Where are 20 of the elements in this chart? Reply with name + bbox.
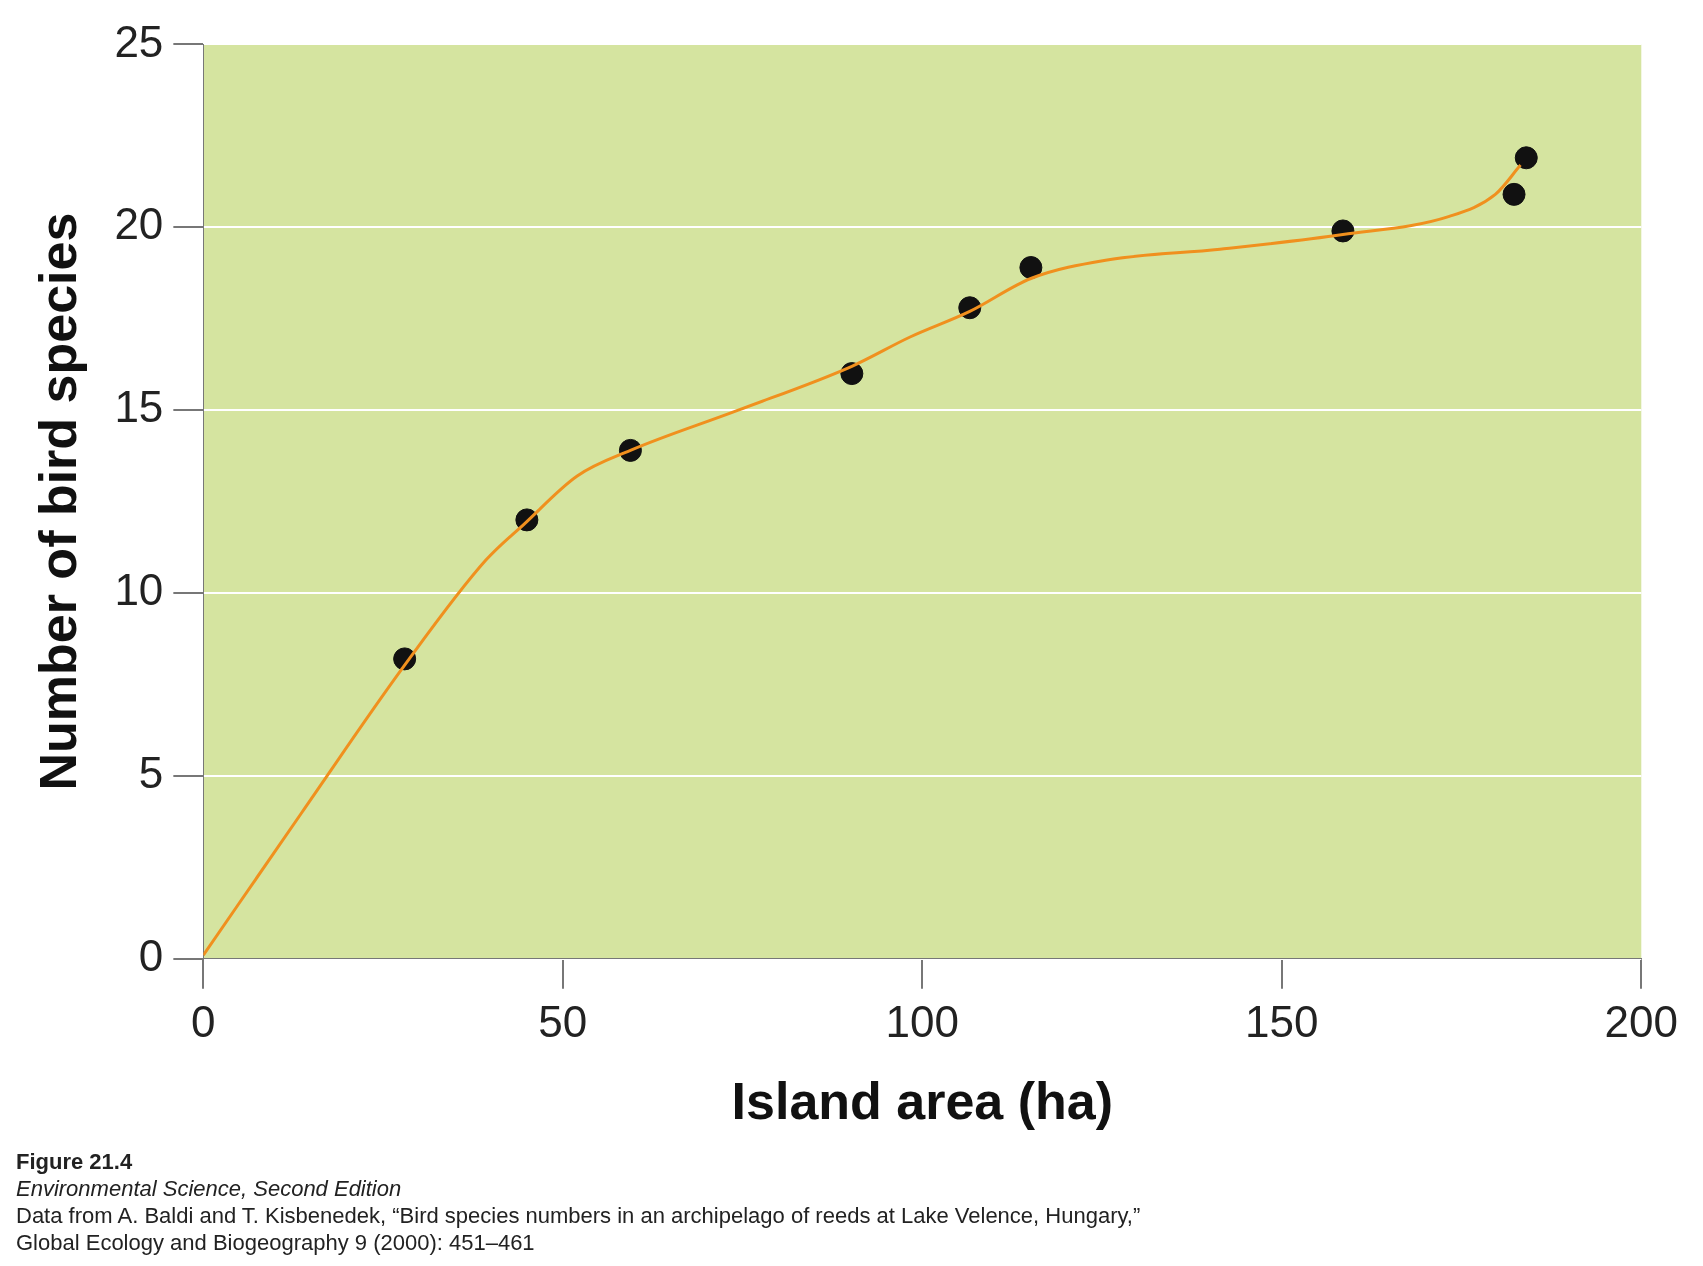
x-tick-label: 50: [538, 997, 588, 1047]
x-tick-label: 200: [1604, 997, 1678, 1047]
y-tick-label: 15: [114, 382, 164, 432]
y-axis-title: Number of bird species: [28, 212, 87, 791]
x-tick-label: 150: [1245, 997, 1319, 1047]
y-tick-label: 25: [114, 16, 164, 66]
caption: Figure 21.4: [16, 1148, 134, 1175]
y-tick-label: 10: [114, 565, 164, 615]
text: Environmental Science, Second Edition: [16, 1175, 403, 1202]
x-tick-label: 100: [885, 997, 960, 1047]
point: [1514, 146, 1538, 170]
y-tick-label: 20: [114, 199, 164, 249]
text: Data from A. Baldi and T. Kisbenedek, “Bird species numbers in an archipelago of reeds at Lake Velence, Hungary,”: [16, 1202, 1142, 1229]
point: [1019, 256, 1043, 280]
point: [1502, 182, 1526, 206]
y-tick-label: 0: [138, 930, 164, 980]
text: Global Ecology and Biogeography 9 (2000): 451–461: [16, 1229, 536, 1256]
x-axis-title: Island area (ha): [731, 1072, 1114, 1131]
x-tick-label: 0: [191, 997, 216, 1047]
y-tick-label: 5: [138, 748, 164, 798]
